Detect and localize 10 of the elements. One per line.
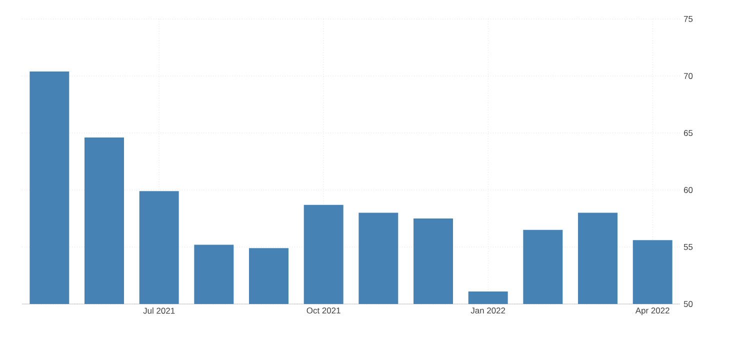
x-tick-label: Jan 2022 bbox=[470, 308, 506, 314]
x-tick-label: Jul 2021 bbox=[143, 308, 175, 314]
y-tick-label: 60 bbox=[684, 187, 693, 193]
x-tick-label: Apr 2022 bbox=[635, 308, 670, 316]
y-tick-label: 55 bbox=[684, 244, 693, 250]
y-tick-label: 65 bbox=[684, 130, 693, 136]
y-tick-label: 75 bbox=[684, 16, 693, 22]
y-tick-label: 50 bbox=[684, 301, 693, 307]
y-tick-label: 70 bbox=[684, 73, 693, 79]
x-tick-label: Oct 2021 bbox=[306, 308, 340, 314]
